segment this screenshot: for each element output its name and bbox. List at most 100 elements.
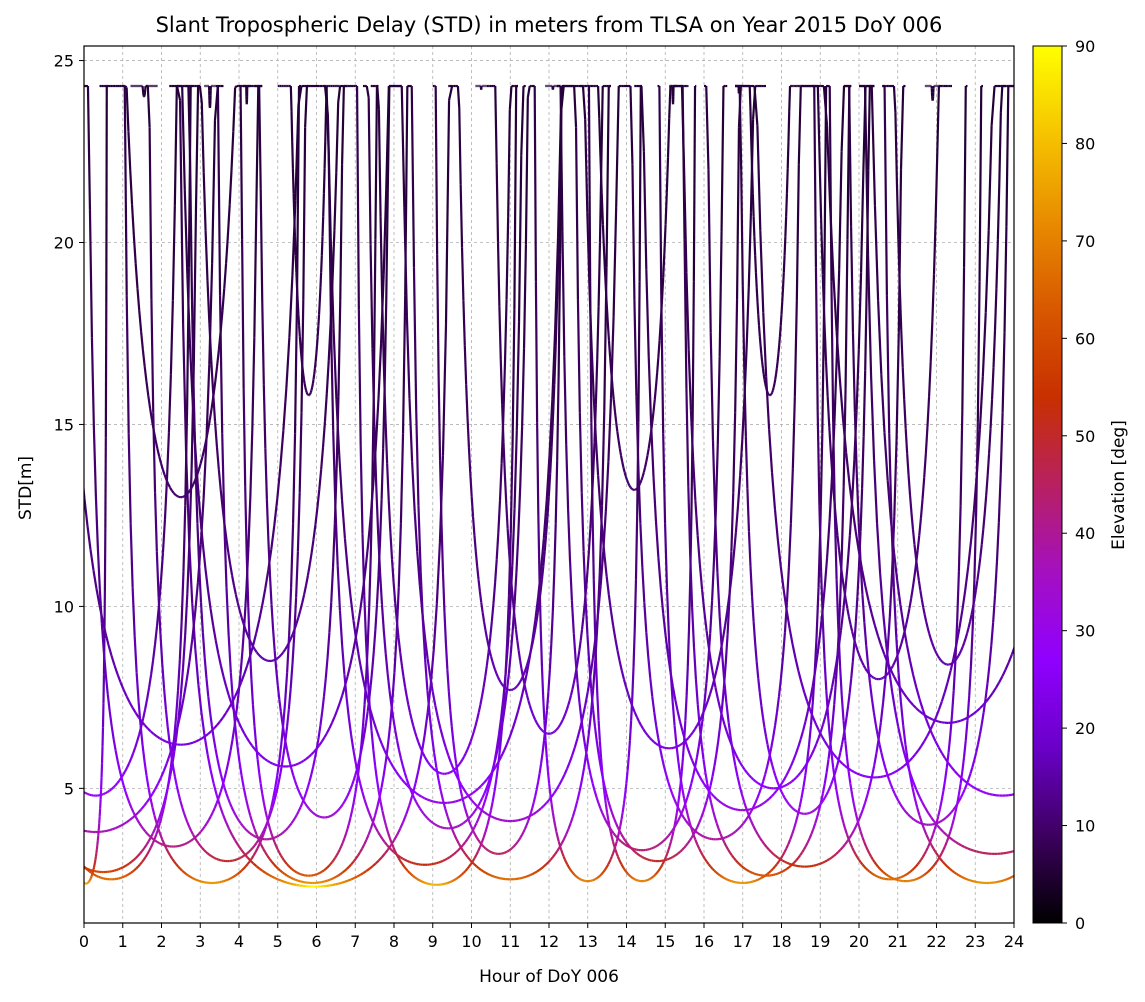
data-point	[155, 551, 160, 598]
data-point	[680, 86, 686, 174]
data-point	[645, 632, 650, 658]
data-point	[139, 331, 144, 350]
data-point	[635, 716, 640, 722]
data-point	[556, 846, 561, 852]
data-point	[513, 430, 518, 509]
data-point	[275, 785, 280, 794]
data-point	[176, 711, 182, 726]
data-point	[694, 724, 699, 730]
data-point	[655, 725, 660, 739]
data-point	[418, 878, 421, 882]
data-point	[505, 216, 510, 300]
data-point	[417, 754, 423, 771]
data-point	[826, 520, 831, 558]
data-point	[199, 828, 204, 833]
data-point	[689, 825, 693, 829]
data-point	[304, 85, 309, 128]
data-point	[853, 771, 858, 775]
data-point	[1118, 254, 1121, 375]
data-point	[563, 768, 569, 776]
data-point	[200, 712, 206, 736]
data-point	[741, 397, 746, 440]
data-point	[399, 433, 405, 524]
data-point	[491, 766, 497, 773]
data-point	[244, 486, 248, 556]
data-point	[234, 839, 240, 846]
data-point	[369, 710, 375, 721]
data-point	[984, 230, 990, 313]
data-point	[457, 846, 462, 851]
satellite-pass	[122, 84, 301, 885]
data-point	[453, 851, 458, 855]
data-point	[939, 828, 945, 833]
data-point	[944, 841, 948, 847]
data-point	[212, 737, 217, 749]
data-point	[286, 863, 290, 867]
data-point	[866, 670, 870, 674]
data-point	[172, 766, 177, 777]
data-point	[355, 640, 361, 659]
data-point	[759, 837, 764, 842]
data-point	[641, 567, 646, 603]
data-point	[339, 871, 344, 875]
data-point	[648, 431, 653, 441]
data-point	[227, 828, 234, 836]
data-point	[439, 728, 445, 739]
data-point	[809, 686, 814, 700]
data-point	[310, 538, 315, 553]
data-point	[402, 676, 407, 688]
data-point	[555, 831, 559, 838]
data-point	[640, 476, 644, 481]
data-point	[809, 709, 815, 718]
data-point	[437, 779, 442, 792]
data-point	[299, 802, 304, 808]
data-point	[954, 803, 959, 808]
data-point	[484, 629, 488, 638]
data-point	[234, 85, 238, 89]
data-point	[38, 661, 40, 675]
data-point	[615, 422, 619, 432]
data-point	[861, 594, 866, 623]
data-point	[317, 314, 321, 326]
data-point	[50, 727, 52, 735]
data-point	[859, 831, 864, 838]
data-point	[447, 754, 452, 763]
data-point	[911, 753, 917, 759]
data-point	[629, 875, 632, 878]
data-point	[320, 446, 325, 470]
data-point	[947, 762, 953, 768]
data-point	[300, 361, 304, 369]
data-point	[104, 791, 109, 795]
data-point	[703, 611, 708, 631]
data-point	[133, 867, 138, 871]
data-point	[380, 852, 386, 858]
data-point	[653, 711, 658, 726]
data-point	[346, 569, 352, 598]
data-point	[841, 576, 846, 589]
data-point	[840, 695, 845, 721]
data-point	[370, 730, 375, 750]
data-point	[116, 779, 121, 784]
data-point	[535, 722, 539, 726]
data-point	[32, 86, 34, 268]
data-point	[568, 560, 574, 601]
data-point	[530, 709, 534, 714]
data-point	[439, 771, 442, 775]
data-point	[580, 767, 586, 781]
data-point	[338, 610, 344, 646]
data-point	[623, 867, 627, 871]
data-point	[203, 849, 207, 853]
data-point	[469, 859, 473, 864]
data-point	[944, 757, 950, 764]
data-point	[149, 843, 154, 848]
data-point	[486, 818, 491, 826]
data-point	[217, 653, 222, 666]
data-point	[36, 644, 38, 660]
data-point	[148, 793, 154, 799]
satellite-pass	[487, 84, 611, 735]
data-point	[92, 873, 96, 876]
data-point	[889, 669, 895, 677]
data-point	[500, 718, 505, 731]
data-point	[914, 819, 918, 823]
data-point	[717, 726, 722, 743]
